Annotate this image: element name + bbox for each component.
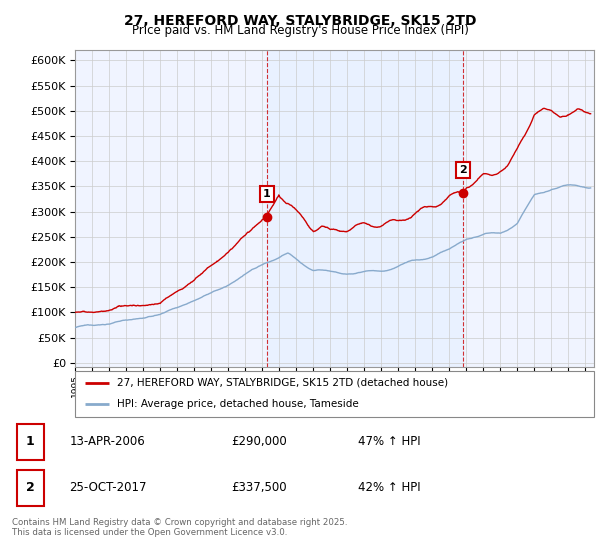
Text: 2: 2 bbox=[459, 165, 467, 175]
Text: 13-APR-2006: 13-APR-2006 bbox=[70, 435, 145, 449]
FancyBboxPatch shape bbox=[17, 424, 44, 460]
Text: 27, HEREFORD WAY, STALYBRIDGE, SK15 2TD (detached house): 27, HEREFORD WAY, STALYBRIDGE, SK15 2TD … bbox=[116, 378, 448, 388]
Text: 42% ↑ HPI: 42% ↑ HPI bbox=[358, 482, 420, 494]
Text: Price paid vs. HM Land Registry's House Price Index (HPI): Price paid vs. HM Land Registry's House … bbox=[131, 24, 469, 37]
Bar bbox=[267, 50, 463, 367]
FancyBboxPatch shape bbox=[75, 371, 594, 417]
Text: £337,500: £337,500 bbox=[231, 482, 287, 494]
Text: 47% ↑ HPI: 47% ↑ HPI bbox=[358, 435, 420, 449]
Text: 25-OCT-2017: 25-OCT-2017 bbox=[70, 482, 147, 494]
Text: 1: 1 bbox=[263, 189, 271, 199]
Text: HPI: Average price, detached house, Tameside: HPI: Average price, detached house, Tame… bbox=[116, 399, 358, 409]
Text: 1: 1 bbox=[26, 435, 35, 449]
Text: £290,000: £290,000 bbox=[231, 435, 287, 449]
Text: 27, HEREFORD WAY, STALYBRIDGE, SK15 2TD: 27, HEREFORD WAY, STALYBRIDGE, SK15 2TD bbox=[124, 14, 476, 28]
Text: 2: 2 bbox=[26, 482, 35, 494]
FancyBboxPatch shape bbox=[17, 470, 44, 506]
Text: Contains HM Land Registry data © Crown copyright and database right 2025.
This d: Contains HM Land Registry data © Crown c… bbox=[12, 518, 347, 538]
